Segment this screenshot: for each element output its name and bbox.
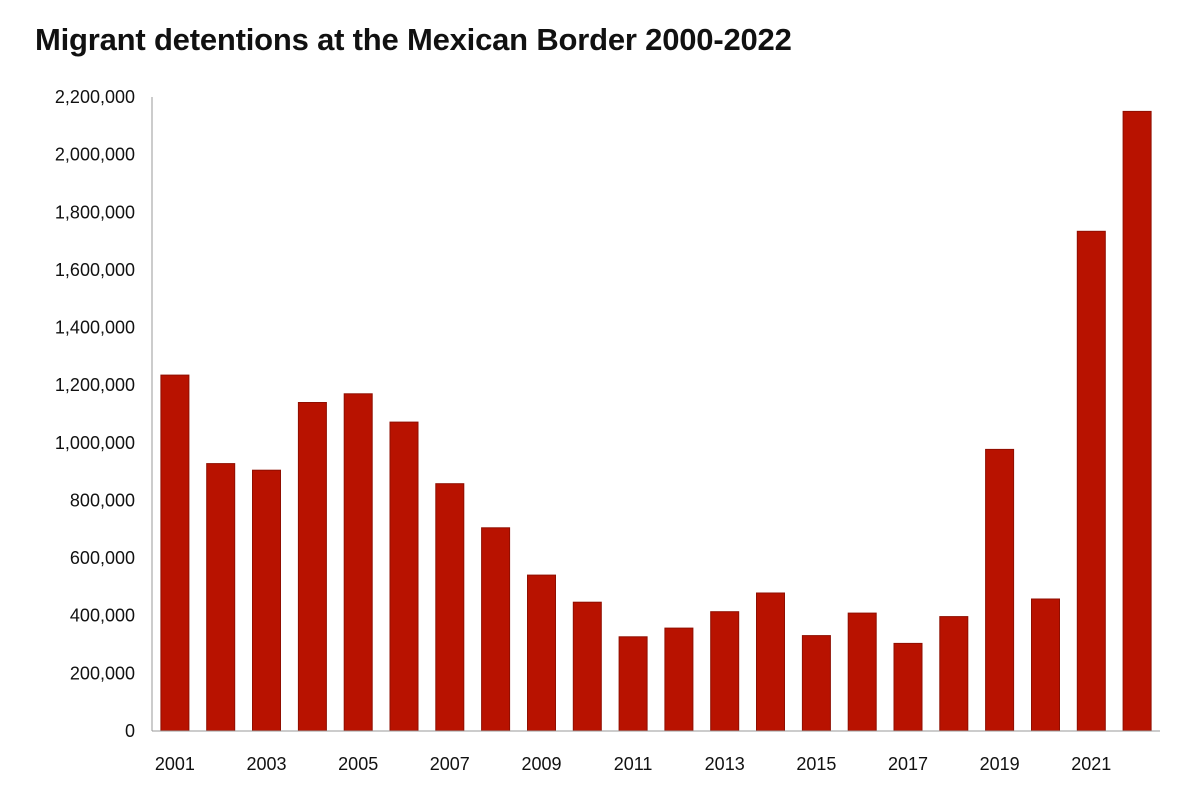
y-tick-label: 800,000 <box>70 491 135 511</box>
bar-2010 <box>572 601 602 732</box>
bar-2004 <box>297 402 327 732</box>
bar-2009 <box>527 574 556 732</box>
bar-2001 <box>160 374 190 732</box>
x-tick-label: 2017 <box>888 754 928 774</box>
bar-2022 <box>1122 110 1152 732</box>
x-tick-label: 2013 <box>705 754 745 774</box>
x-tick-label: 2011 <box>614 754 653 774</box>
y-tick-label: 600,000 <box>70 548 135 568</box>
x-tick-label: 2003 <box>246 754 286 774</box>
x-tick-label: 2005 <box>338 754 378 774</box>
bar-2017 <box>893 642 923 732</box>
bar-2013 <box>710 611 740 732</box>
bar-2005 <box>343 393 373 732</box>
bar-2003 <box>252 469 281 732</box>
y-tick-labels: 0 200,000 400,000 600,000 800,000 1,000,000 1,… <box>55 87 135 741</box>
y-tick-label: 1,200,000 <box>55 375 135 395</box>
chart-title: Migrant detentions at the Mexican Border… <box>35 22 792 57</box>
y-tick-label: 400,000 <box>70 606 135 626</box>
x-tick-label: 2015 <box>796 754 836 774</box>
bar-2011 <box>618 636 648 732</box>
x-tick-labels: 2001 2003 2005 2007 2009 2011 2013 2015 2017 2019… <box>155 754 1111 774</box>
y-tick-label: 1,000,000 <box>55 433 135 453</box>
y-tick-label: 200,000 <box>70 663 135 683</box>
x-tick-label: 2019 <box>980 754 1020 774</box>
bar-2014 <box>756 592 785 732</box>
bar-2018 <box>939 616 969 732</box>
y-tick-label: 1,400,000 <box>55 318 135 338</box>
x-tick-label: 2021 <box>1071 754 1111 774</box>
bar-2016 <box>847 612 877 732</box>
bars-group <box>160 110 1152 732</box>
bar-2002 <box>206 463 236 732</box>
bar-2008 <box>481 527 511 732</box>
y-tick-label: 2,000,000 <box>55 145 135 165</box>
bar-2019 <box>985 448 1015 732</box>
y-tick-label: 2,200,000 <box>55 87 135 107</box>
bar-2007 <box>435 483 465 732</box>
bar-2012 <box>664 627 694 732</box>
bar-2020 <box>1031 598 1060 732</box>
x-tick-label: 2007 <box>430 754 470 774</box>
y-tick-label: 1,600,000 <box>55 260 135 280</box>
y-tick-label: 1,800,000 <box>55 202 135 222</box>
bar-2021 <box>1076 230 1106 732</box>
bar-2006 <box>389 421 419 732</box>
x-tick-label: 2001 <box>155 754 195 774</box>
bar-2015 <box>801 635 831 732</box>
x-tick-label: 2009 <box>521 754 561 774</box>
y-tick-label: 0 <box>125 721 135 741</box>
